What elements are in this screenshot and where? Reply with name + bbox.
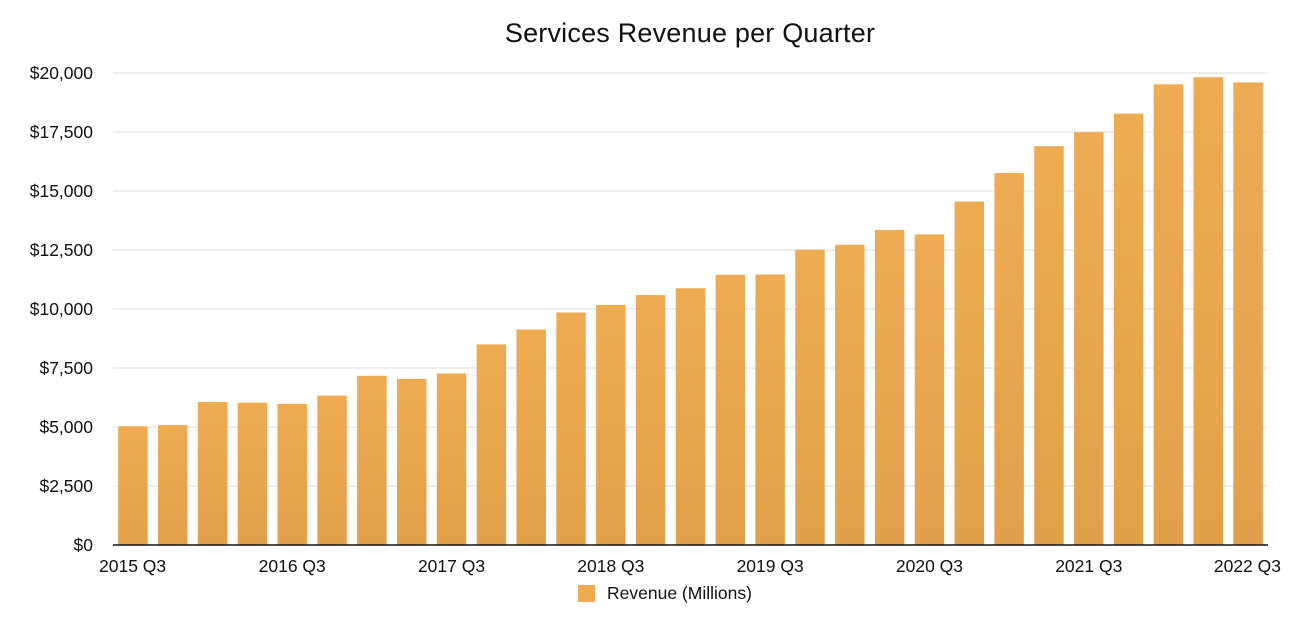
bar xyxy=(914,234,945,545)
bar xyxy=(197,401,228,545)
x-tick-label: 2015 Q3 xyxy=(99,556,166,576)
bar xyxy=(954,201,985,545)
bar xyxy=(1233,82,1263,545)
y-tick-label: $17,500 xyxy=(30,122,94,142)
bar xyxy=(277,403,307,545)
y-axis-tick-labels: $0 $2,500 $5,000 $7,500 $10,000 $12,500 $15,00… xyxy=(30,63,94,555)
bar xyxy=(317,395,347,545)
x-tick-label: 2017 Q3 xyxy=(418,556,485,576)
bar xyxy=(118,426,148,545)
bar xyxy=(596,304,626,545)
bar xyxy=(1193,77,1223,546)
x-tick-label: 2018 Q3 xyxy=(577,556,644,576)
x-axis-tick-labels: 2015 Q3 2016 Q3 2017 Q3 2018 Q3 2019 Q3 2020 … xyxy=(99,556,1281,576)
bar xyxy=(795,249,825,545)
bar xyxy=(237,402,268,545)
y-tick-label: $15,000 xyxy=(30,181,94,201)
bar xyxy=(874,229,905,545)
y-tick-label: $20,000 xyxy=(30,63,94,83)
bar xyxy=(1153,84,1184,545)
legend-swatch xyxy=(578,585,595,602)
y-tick-label: $5,000 xyxy=(39,417,93,437)
bar xyxy=(556,312,586,545)
x-tick-label: 2019 Q3 xyxy=(737,556,804,576)
bar xyxy=(1113,113,1144,545)
bar xyxy=(436,373,467,545)
bar xyxy=(994,173,1024,545)
bar xyxy=(1034,146,1064,545)
bar xyxy=(396,378,427,545)
bar xyxy=(715,274,746,545)
x-tick-label: 2016 Q3 xyxy=(259,556,326,576)
legend: Revenue (Millions) xyxy=(578,583,752,604)
x-tick-label: 2022 Q3 xyxy=(1214,556,1281,576)
chart-title: Services Revenue per Quarter xyxy=(504,18,876,48)
bar xyxy=(158,425,188,545)
x-tick-label: 2020 Q3 xyxy=(896,556,963,576)
legend-label: Revenue (Millions) xyxy=(607,583,752,603)
bars xyxy=(118,77,1263,546)
bar xyxy=(516,329,546,545)
bar xyxy=(635,295,666,545)
y-tick-label: $10,000 xyxy=(30,299,94,319)
y-tick-label: $12,500 xyxy=(30,240,94,260)
bar xyxy=(357,375,387,545)
bar xyxy=(1074,132,1104,545)
bar xyxy=(476,344,507,545)
x-tick-label: 2021 Q3 xyxy=(1055,556,1122,576)
bar xyxy=(675,288,706,545)
y-tick-label: $0 xyxy=(74,535,94,555)
bar xyxy=(835,244,865,546)
bar xyxy=(755,274,785,545)
y-tick-label: $7,500 xyxy=(39,358,93,378)
y-tick-label: $2,500 xyxy=(39,476,93,496)
